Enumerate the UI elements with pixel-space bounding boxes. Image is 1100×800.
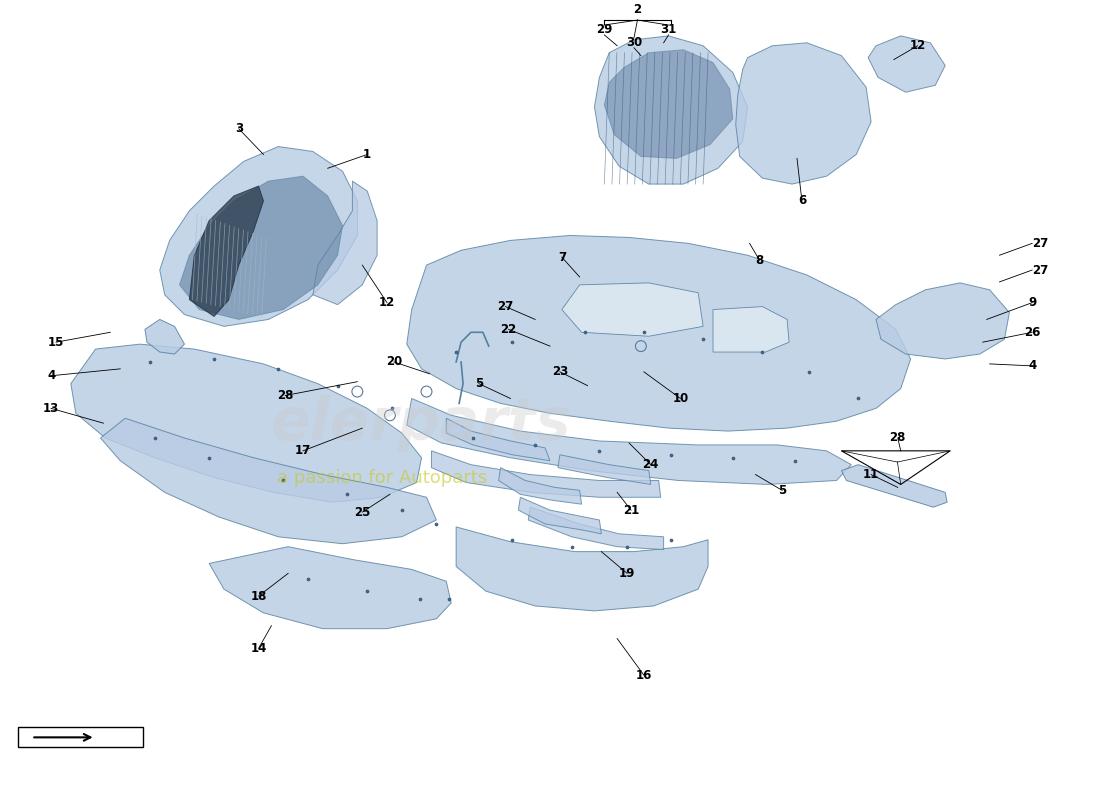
Polygon shape: [456, 527, 708, 611]
Text: 1: 1: [363, 148, 372, 161]
Text: 18: 18: [251, 590, 266, 602]
Text: 25: 25: [354, 506, 371, 518]
Polygon shape: [19, 727, 143, 747]
Text: 13: 13: [43, 402, 59, 415]
Polygon shape: [447, 418, 550, 461]
Text: 27: 27: [1032, 263, 1048, 277]
Polygon shape: [70, 344, 421, 502]
Polygon shape: [100, 418, 437, 544]
Text: 21: 21: [623, 504, 639, 517]
Polygon shape: [736, 43, 871, 184]
Polygon shape: [518, 498, 602, 534]
Text: 2: 2: [634, 3, 641, 16]
Polygon shape: [842, 465, 947, 507]
Text: 5: 5: [475, 377, 483, 390]
Polygon shape: [312, 181, 377, 305]
Polygon shape: [868, 36, 945, 92]
Text: 10: 10: [672, 392, 689, 405]
Text: 17: 17: [295, 444, 311, 458]
Text: 11: 11: [864, 468, 879, 481]
Text: 28: 28: [277, 389, 294, 402]
Text: 31: 31: [660, 23, 676, 37]
Polygon shape: [209, 546, 451, 629]
Text: 24: 24: [642, 458, 659, 471]
Polygon shape: [498, 468, 582, 504]
Polygon shape: [160, 146, 358, 326]
Polygon shape: [562, 283, 703, 336]
Text: 7: 7: [558, 250, 565, 264]
Text: a passion for Autoparts: a passion for Autoparts: [277, 469, 487, 486]
Text: 16: 16: [636, 669, 652, 682]
Text: 3: 3: [234, 122, 243, 135]
Text: 12: 12: [378, 296, 395, 309]
Text: 22: 22: [500, 323, 517, 336]
Polygon shape: [407, 398, 851, 485]
Text: 5: 5: [778, 484, 786, 497]
Text: 27: 27: [497, 300, 514, 313]
Text: 30: 30: [626, 36, 642, 50]
Polygon shape: [876, 283, 1010, 359]
Polygon shape: [604, 50, 733, 158]
Polygon shape: [189, 186, 264, 317]
Text: 28: 28: [890, 431, 906, 445]
Polygon shape: [558, 454, 651, 485]
Polygon shape: [713, 306, 789, 352]
Text: 29: 29: [596, 23, 613, 37]
Text: 14: 14: [251, 642, 266, 655]
Text: 8: 8: [756, 254, 763, 266]
Text: elerparts: elerparts: [272, 394, 572, 452]
Text: 19: 19: [619, 567, 635, 580]
Text: 4: 4: [47, 370, 55, 382]
Text: 12: 12: [910, 39, 926, 52]
Text: 20: 20: [386, 355, 402, 369]
Polygon shape: [145, 319, 185, 354]
Text: 15: 15: [47, 336, 64, 349]
Text: 9: 9: [1028, 296, 1036, 309]
Polygon shape: [407, 235, 911, 431]
Polygon shape: [431, 451, 661, 498]
Text: 6: 6: [798, 194, 806, 207]
Polygon shape: [594, 36, 748, 184]
Polygon shape: [179, 176, 342, 319]
Text: 26: 26: [1024, 326, 1041, 338]
Text: 27: 27: [1032, 237, 1048, 250]
Text: 23: 23: [552, 366, 568, 378]
Text: 4: 4: [1028, 359, 1036, 372]
Polygon shape: [528, 507, 663, 550]
